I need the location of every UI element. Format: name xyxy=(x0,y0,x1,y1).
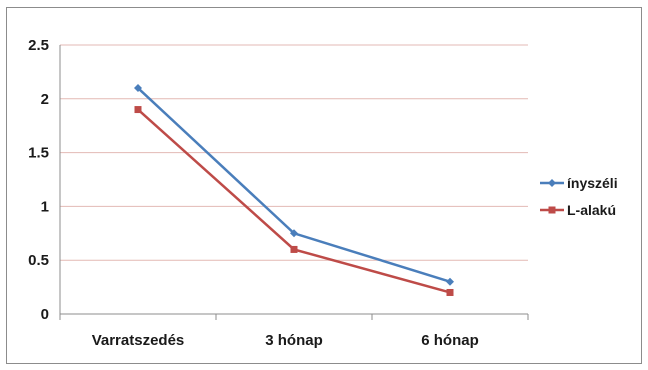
y-tick-label: 1 xyxy=(41,198,49,215)
x-tick-label: 3 hónap xyxy=(265,332,323,349)
x-tick-labels: Varratszedés 3 hónap 6 hónap xyxy=(92,332,479,349)
legend-label-2: L-alakú xyxy=(567,202,616,218)
legend-marker xyxy=(548,206,556,214)
legend-label-1: ínyszéli xyxy=(567,175,618,191)
x-tick-label: Varratszedés xyxy=(92,332,185,349)
y-tick-label: 2 xyxy=(41,91,49,108)
series-line-2 xyxy=(137,108,451,294)
data-point xyxy=(134,106,142,114)
y-tick-label: 0.5 xyxy=(28,252,49,269)
x-tick-label: 6 hónap xyxy=(421,332,479,349)
chart-frame xyxy=(6,7,642,364)
data-point xyxy=(446,288,454,296)
gridlines xyxy=(60,44,528,261)
y-tick-label: 2.5 xyxy=(28,37,49,54)
legend-marker xyxy=(548,179,556,187)
y-tick-label: 0 xyxy=(41,306,49,323)
y-tick-label: 1.5 xyxy=(28,145,49,162)
data-point xyxy=(290,245,298,253)
data-point xyxy=(446,277,454,286)
y-tick-labels: 0 0.5 1 1.5 2 2.5 xyxy=(28,37,49,323)
data-point xyxy=(290,229,298,238)
data-point xyxy=(134,84,142,93)
series-layer xyxy=(134,84,454,296)
legend: ínyszéli L-alakú xyxy=(540,175,618,218)
axes xyxy=(59,45,529,320)
